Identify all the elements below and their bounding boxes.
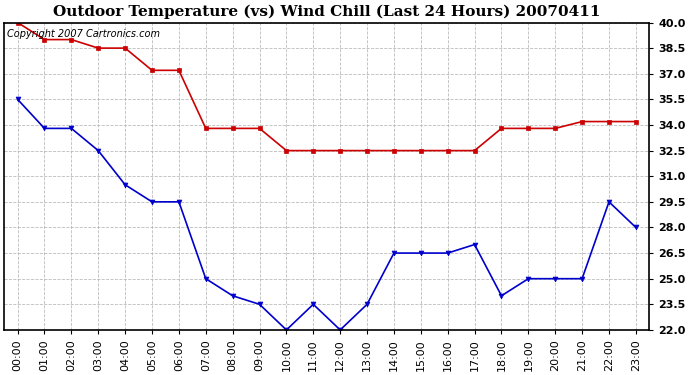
Text: Copyright 2007 Cartronics.com: Copyright 2007 Cartronics.com [8,28,160,39]
Title: Outdoor Temperature (vs) Wind Chill (Last 24 Hours) 20070411: Outdoor Temperature (vs) Wind Chill (Las… [53,4,600,18]
